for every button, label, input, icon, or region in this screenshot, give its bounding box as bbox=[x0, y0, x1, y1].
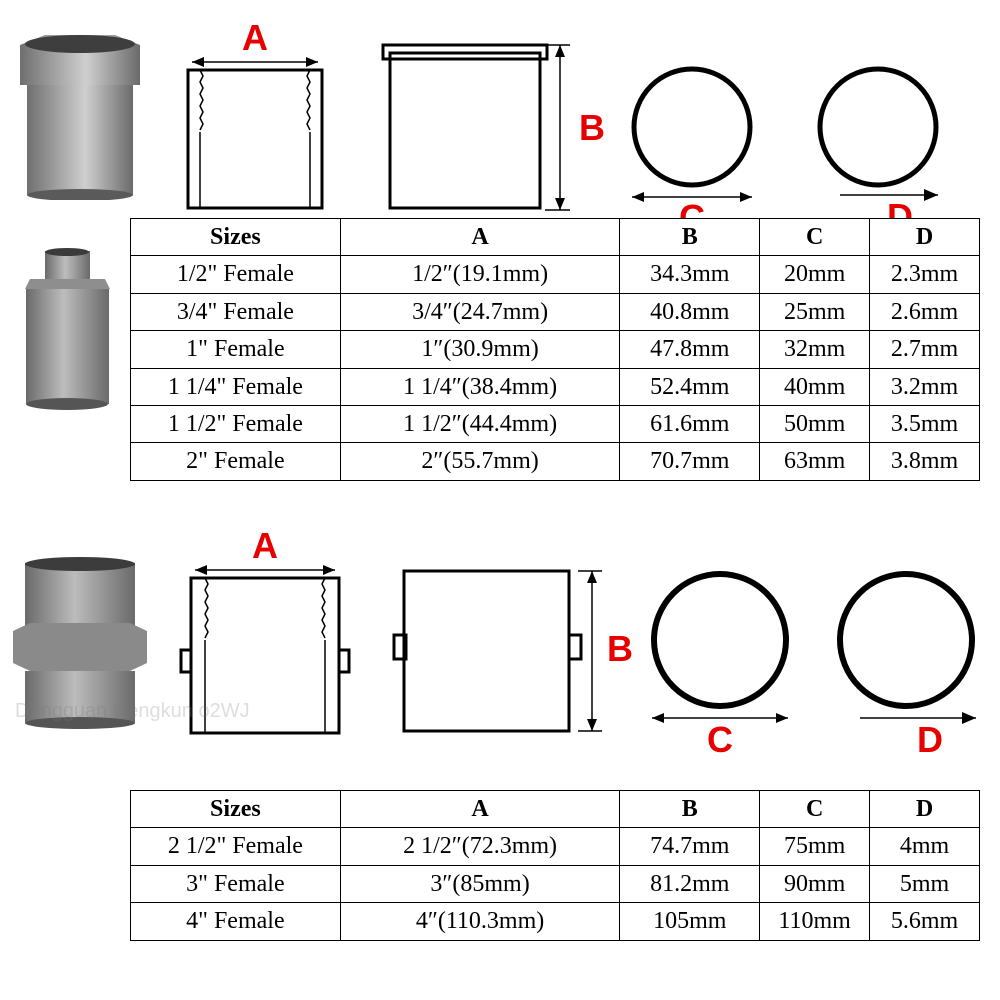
cell-value: 75mm bbox=[760, 828, 870, 865]
shape-b-2: B bbox=[390, 555, 635, 740]
label-a-1: A bbox=[242, 20, 268, 58]
cell-sizes: 2" Female bbox=[131, 443, 341, 480]
cell-value: 5.6mm bbox=[870, 903, 980, 940]
col-c: C bbox=[760, 219, 870, 256]
label-b-2: B bbox=[607, 628, 633, 669]
table-row: 1/2" Female1/2″(19.1mm)34.3mm20mm2.3mm bbox=[131, 256, 980, 293]
col-d: D bbox=[870, 219, 980, 256]
table-row: 2 1/2" Female2 1/2″(72.3mm)74.7mm75mm4mm bbox=[131, 828, 980, 865]
col-b: B bbox=[620, 791, 760, 828]
cell-value: 3.5mm bbox=[870, 405, 980, 442]
table-row: 3" Female3″(85mm)81.2mm90mm5mm bbox=[131, 865, 980, 902]
cell-value: 2.7mm bbox=[870, 331, 980, 368]
shape-b-1: B bbox=[380, 35, 610, 215]
watermark: Dongguan Hengkun o2WJ bbox=[15, 700, 250, 723]
cell-value: 3/4″(24.7mm) bbox=[340, 293, 620, 330]
col-a: A bbox=[340, 219, 620, 256]
circle-d-1: D bbox=[800, 65, 970, 235]
col-c: C bbox=[760, 791, 870, 828]
cell-value: 5mm bbox=[870, 865, 980, 902]
table-row: 4" Female4″(110.3mm)105mm110mm5.6mm bbox=[131, 903, 980, 940]
cell-value: 81.2mm bbox=[620, 865, 760, 902]
circle-d-2: D bbox=[830, 570, 995, 755]
diagram-row-1: A B bbox=[0, 10, 1000, 210]
cell-value: 1 1/2″(44.4mm) bbox=[340, 405, 620, 442]
cell-value: 47.8mm bbox=[620, 331, 760, 368]
product-image-1b bbox=[10, 245, 125, 415]
cell-sizes: 4" Female bbox=[131, 903, 341, 940]
table-row: 1" Female1″(30.9mm)47.8mm32mm2.7mm bbox=[131, 331, 980, 368]
cell-sizes: 1" Female bbox=[131, 331, 341, 368]
cell-value: 4″(110.3mm) bbox=[340, 903, 620, 940]
size-table-1: Sizes A B C D 1/2" Female1/2″(19.1mm)34.… bbox=[130, 218, 980, 481]
col-a: A bbox=[340, 791, 620, 828]
table-header-row: Sizes A B C D bbox=[131, 219, 980, 256]
cell-value: 110mm bbox=[760, 903, 870, 940]
circle-c-1: C bbox=[620, 65, 780, 235]
cell-sizes: 3" Female bbox=[131, 865, 341, 902]
cell-value: 40.8mm bbox=[620, 293, 760, 330]
table-header-row: Sizes A B C D bbox=[131, 791, 980, 828]
label-c-2: C bbox=[707, 719, 733, 755]
shape-a-1: A bbox=[170, 20, 340, 215]
cell-sizes: 1 1/4" Female bbox=[131, 368, 341, 405]
cell-value: 32mm bbox=[760, 331, 870, 368]
circle-c-2: C bbox=[640, 570, 815, 755]
cell-value: 2 1/2″(72.3mm) bbox=[340, 828, 620, 865]
col-sizes: Sizes bbox=[131, 219, 341, 256]
cell-value: 52.4mm bbox=[620, 368, 760, 405]
cell-value: 2.3mm bbox=[870, 256, 980, 293]
size-table-2: Sizes A B C D 2 1/2" Female2 1/2″(72.3mm… bbox=[130, 790, 980, 941]
cell-sizes: 1 1/2" Female bbox=[131, 405, 341, 442]
table-row: 3/4" Female3/4″(24.7mm)40.8mm25mm2.6mm bbox=[131, 293, 980, 330]
cell-value: 61.6mm bbox=[620, 405, 760, 442]
col-d: D bbox=[870, 791, 980, 828]
cell-sizes: 1/2" Female bbox=[131, 256, 341, 293]
cell-value: 20mm bbox=[760, 256, 870, 293]
cell-value: 90mm bbox=[760, 865, 870, 902]
cell-value: 74.7mm bbox=[620, 828, 760, 865]
cell-value: 4mm bbox=[870, 828, 980, 865]
cell-value: 105mm bbox=[620, 903, 760, 940]
table-row: 1 1/4" Female1 1/4″(38.4mm)52.4mm40mm3.2… bbox=[131, 368, 980, 405]
cell-value: 3″(85mm) bbox=[340, 865, 620, 902]
label-d-2: D bbox=[917, 719, 943, 755]
cell-value: 34.3mm bbox=[620, 256, 760, 293]
cell-value: 3.8mm bbox=[870, 443, 980, 480]
cell-value: 40mm bbox=[760, 368, 870, 405]
product-image-1 bbox=[5, 30, 155, 200]
cell-value: 25mm bbox=[760, 293, 870, 330]
table-row: 1 1/2" Female1 1/2″(44.4mm)61.6mm50mm3.5… bbox=[131, 405, 980, 442]
label-b-1: B bbox=[579, 107, 605, 148]
cell-value: 50mm bbox=[760, 405, 870, 442]
cell-value: 70.7mm bbox=[620, 443, 760, 480]
table-row: 2" Female2″(55.7mm)70.7mm63mm3.8mm bbox=[131, 443, 980, 480]
col-sizes: Sizes bbox=[131, 791, 341, 828]
label-a-2: A bbox=[252, 530, 278, 566]
cell-value: 3.2mm bbox=[870, 368, 980, 405]
cell-value: 1″(30.9mm) bbox=[340, 331, 620, 368]
col-b: B bbox=[620, 219, 760, 256]
cell-sizes: 2 1/2" Female bbox=[131, 828, 341, 865]
cell-sizes: 3/4" Female bbox=[131, 293, 341, 330]
cell-value: 1/2″(19.1mm) bbox=[340, 256, 620, 293]
cell-value: 2″(55.7mm) bbox=[340, 443, 620, 480]
cell-value: 63mm bbox=[760, 443, 870, 480]
cell-value: 2.6mm bbox=[870, 293, 980, 330]
cell-value: 1 1/4″(38.4mm) bbox=[340, 368, 620, 405]
